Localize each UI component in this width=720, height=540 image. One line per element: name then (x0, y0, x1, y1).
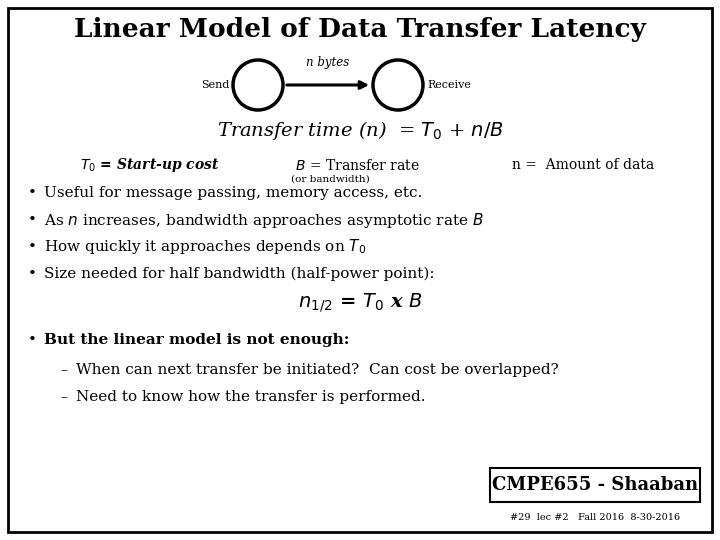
Text: Size needed for half bandwidth (half-power point):: Size needed for half bandwidth (half-pow… (44, 267, 435, 281)
Text: When can next transfer be initiated?  Can cost be overlapped?: When can next transfer be initiated? Can… (76, 363, 559, 377)
Text: Transfer time (n)  = $T_0$ + $n/B$: Transfer time (n) = $T_0$ + $n/B$ (217, 118, 503, 141)
Text: •: • (28, 267, 37, 281)
Text: $n_{1/2}$ = $T_0$ x $B$: $n_{1/2}$ = $T_0$ x $B$ (297, 292, 423, 314)
Text: n bytes: n bytes (307, 56, 350, 69)
Text: Send: Send (201, 80, 229, 90)
Text: CMPE655 - Shaaban: CMPE655 - Shaaban (492, 476, 698, 494)
Text: •: • (28, 186, 37, 200)
Text: •: • (28, 333, 37, 347)
Text: $B$ = Transfer rate: $B$ = Transfer rate (282, 158, 420, 172)
Text: –: – (60, 363, 67, 377)
Text: (or bandwidth): (or bandwidth) (291, 174, 369, 184)
Text: •: • (28, 213, 37, 227)
Text: Linear Model of Data Transfer Latency: Linear Model of Data Transfer Latency (74, 17, 646, 43)
Bar (490, 468, 700, 502)
Text: $T_0$ = Start-up cost: $T_0$ = Start-up cost (80, 156, 220, 174)
Text: Useful for message passing, memory access, etc.: Useful for message passing, memory acces… (44, 186, 422, 200)
Text: –: – (60, 390, 67, 404)
Text: How quickly it approaches depends on $T_0$: How quickly it approaches depends on $T_… (44, 238, 366, 256)
Text: Receive: Receive (427, 80, 471, 90)
Text: n =  Amount of data: n = Amount of data (490, 158, 654, 172)
Text: #29  lec #2   Fall 2016  8-30-2016: #29 lec #2 Fall 2016 8-30-2016 (510, 514, 680, 523)
Text: •: • (28, 240, 37, 254)
Text: Need to know how the transfer is performed.: Need to know how the transfer is perform… (76, 390, 426, 404)
Text: As $n$ increases, bandwidth approaches asymptotic rate $B$: As $n$ increases, bandwidth approaches a… (44, 211, 484, 229)
Text: But the linear model is not enough:: But the linear model is not enough: (44, 333, 349, 347)
